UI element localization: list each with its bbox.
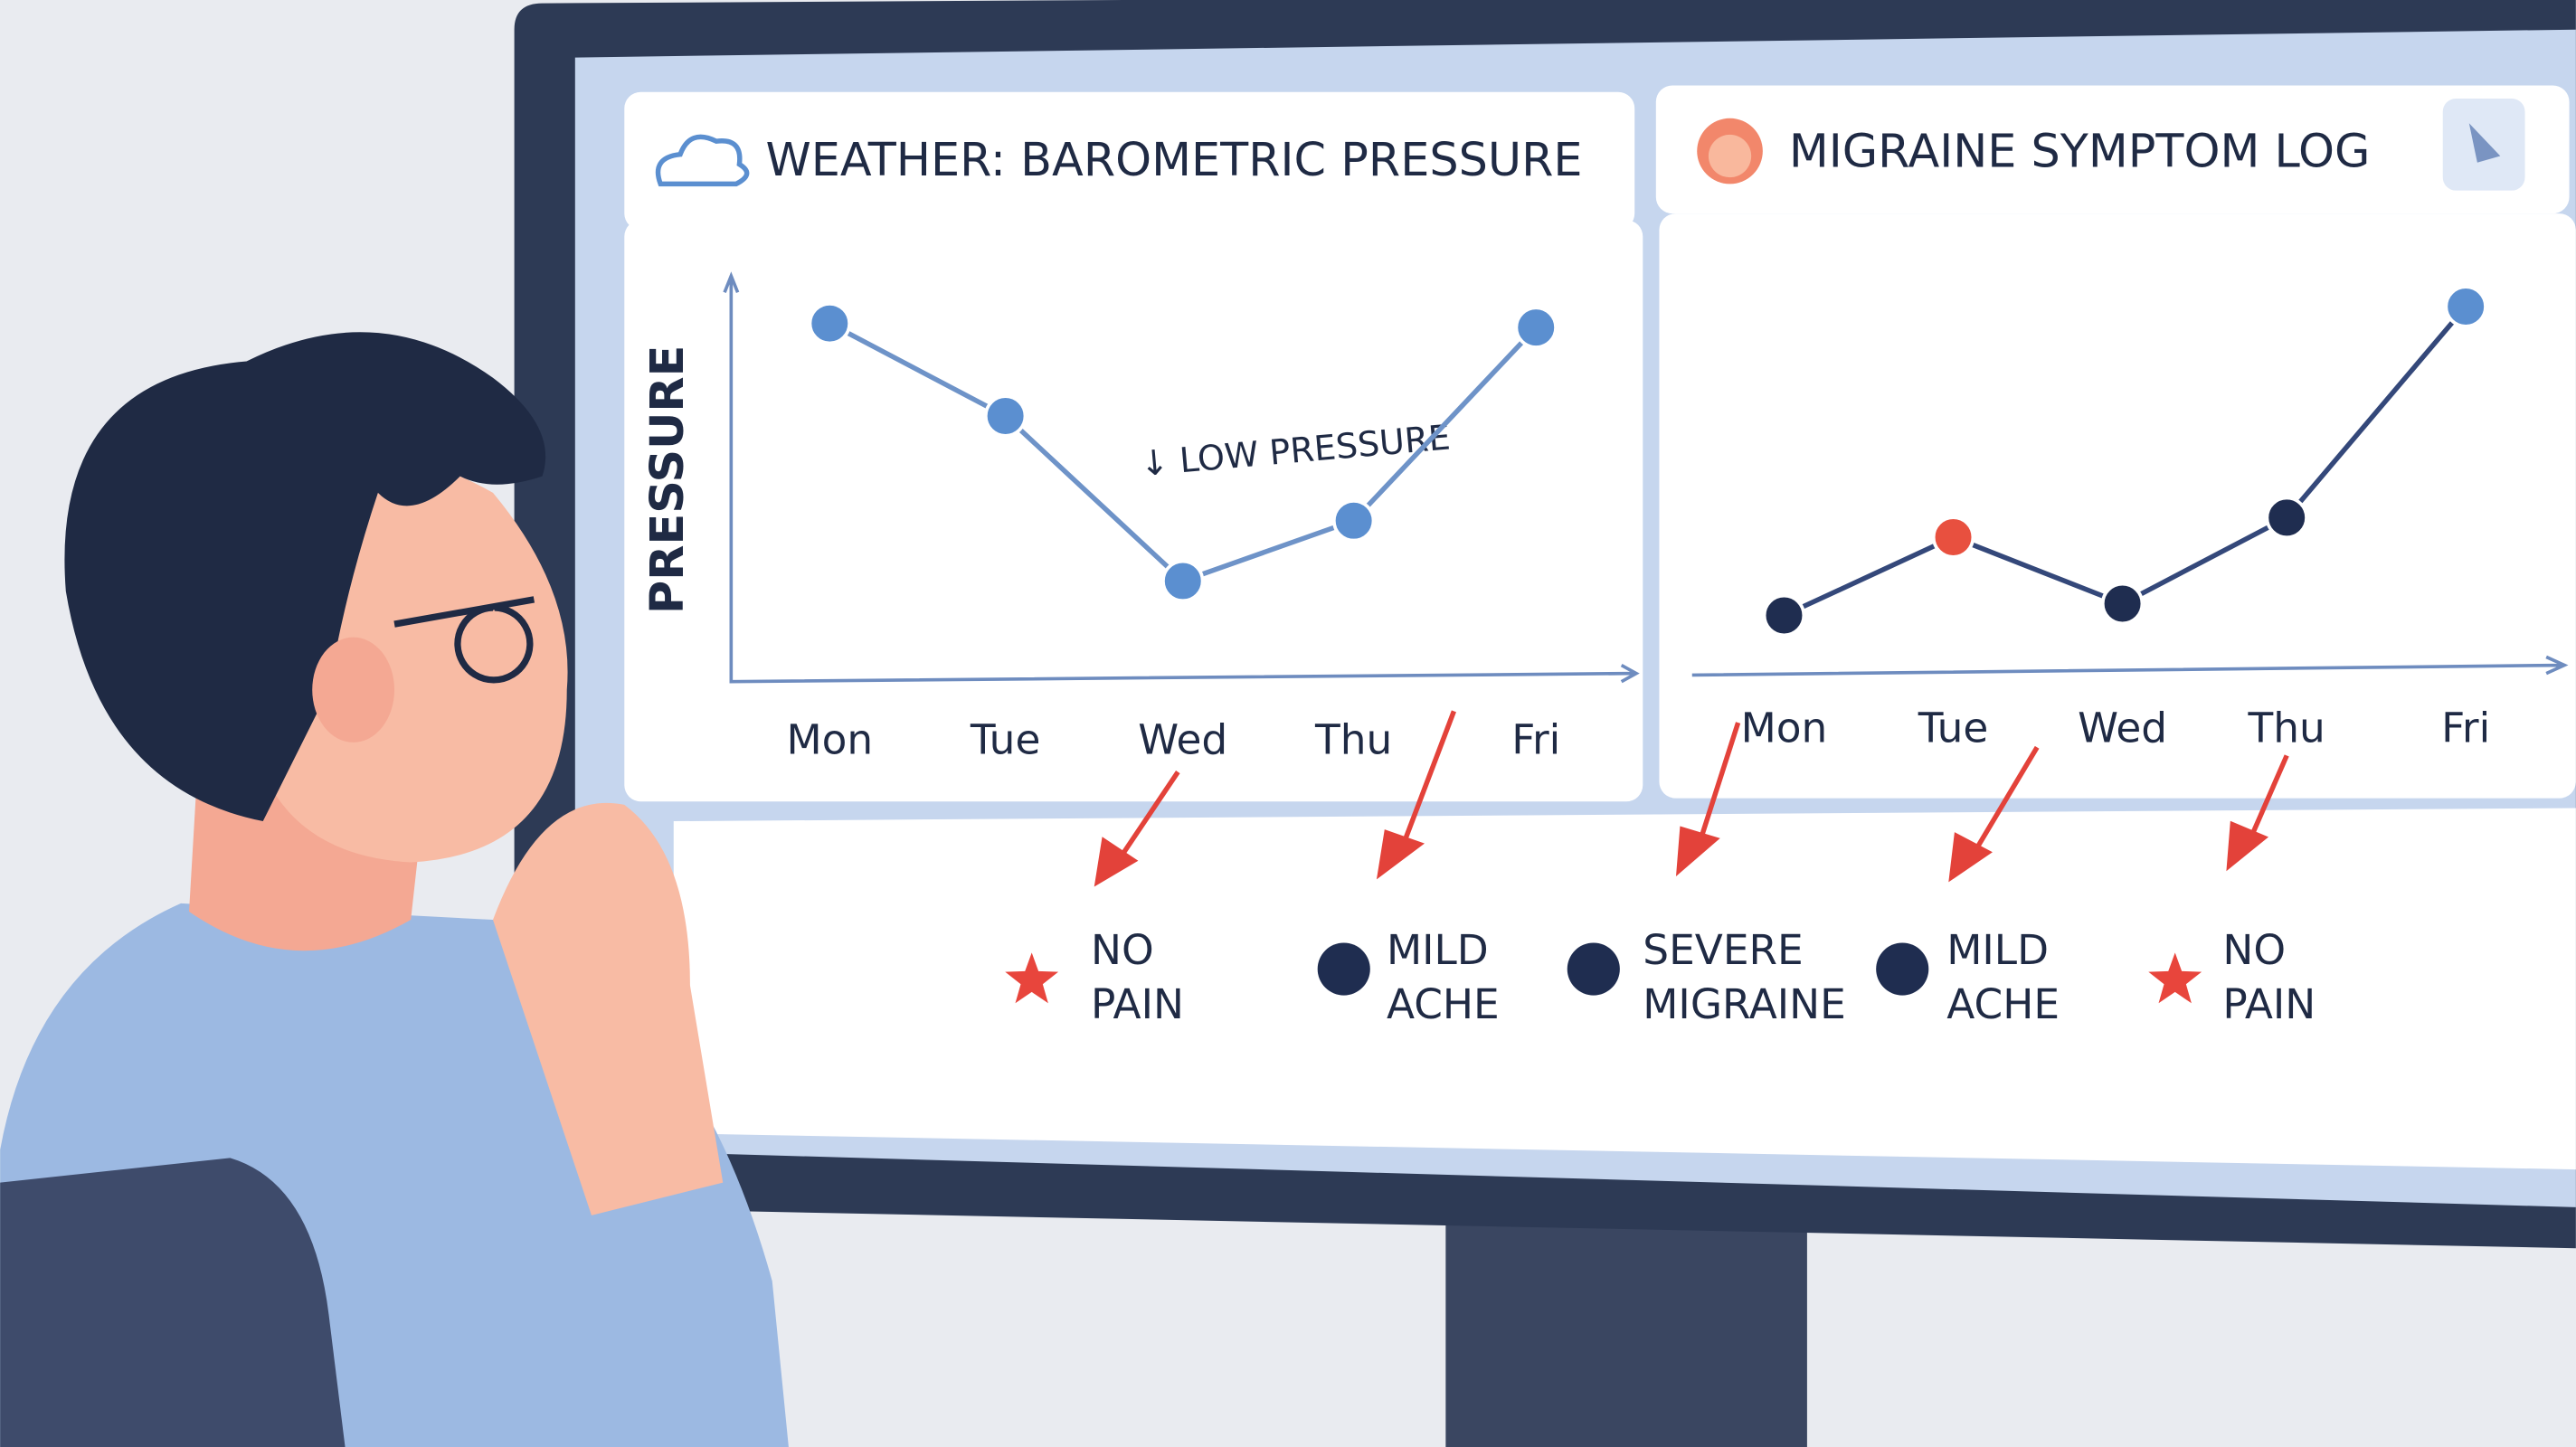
data-point [1332,499,1376,543]
y-axis-label: PRESSURE [640,345,694,614]
symptom-title-card [1655,85,2570,214]
x-tick-label: Thu [2248,705,2325,752]
symptom-label: SEVERE [1643,926,1803,974]
hand [492,802,724,1215]
data-point [2265,496,2308,540]
data-point [984,394,1028,438]
data-point [2444,285,2487,328]
symptom-label: ACHE [1946,980,2060,1028]
weather-axes [729,279,1635,684]
x-tick-label: Mon [1741,705,1828,752]
pin-icon [2468,123,2501,163]
symptom-marker [1005,952,1059,1004]
symptom-marker [2148,952,2202,1004]
data-point [1931,515,1975,559]
ear [312,637,395,742]
symptom-chart-card [1659,213,2576,799]
cloud-icon [655,134,750,187]
x-tick-label: Wed [1138,715,1227,763]
symptom-summary-card [673,808,2576,1170]
data-point [808,302,851,345]
chair [0,1158,346,1447]
hair [64,332,546,822]
data-point [1514,306,1558,349]
x-tick-label: Fri [2441,705,2490,752]
data-point [1762,593,1806,638]
symptom-label: NO [2222,926,2286,974]
panel-title: MIGRAINE SYMPTOM LOG [1789,125,2371,178]
weather-chart-card [624,220,1643,802]
x-tick-label: Tue [970,715,1041,763]
symptom-label: MIGRAINE [1643,980,1846,1028]
symptom-axis [1691,655,2569,677]
weather-axis-arrows [723,271,1640,684]
x-tick-label: Wed [2078,705,2167,752]
symptom-label: MILD [1946,926,2049,974]
symptom-label: NO [1091,926,1154,974]
x-tick-label: Fri [1511,715,1560,763]
symptom-label: MILD [1387,926,1489,974]
symptom-marker [1567,942,1620,996]
x-tick-label: Tue [1918,705,1989,752]
x-tick-label: Mon [786,715,873,763]
symptom-label: PAIN [2222,980,2316,1028]
monitor-stand [1445,1215,1807,1447]
glasses [393,596,535,684]
panel-title: WEATHER: BAROMETRIC PRESSURE [765,133,1582,186]
x-tick-label: Thu [1314,715,1392,763]
pointer-arrows [1094,710,2289,887]
data-point [2100,582,2145,626]
symptom-label: ACHE [1387,980,1500,1028]
weather-title-card [624,91,1635,231]
symptom-marker [1317,942,1370,996]
data-point [1161,559,1205,603]
face-icon-inner [1708,134,1752,178]
symptom-label: PAIN [1091,980,1184,1028]
symptom-marker [1876,942,1929,996]
